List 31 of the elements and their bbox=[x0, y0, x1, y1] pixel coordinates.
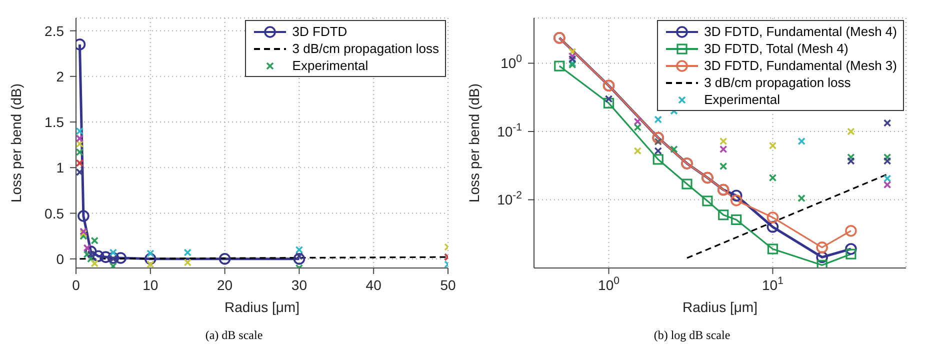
legend-label: 3 dB/cm propagation loss bbox=[704, 75, 851, 90]
x-tick-label: 50 bbox=[440, 277, 456, 293]
legend-label: 3D FDTD, Fundamental (Mesh 4) bbox=[704, 24, 897, 39]
y-tick-label: 0 bbox=[56, 250, 64, 267]
x-tick-label: 20 bbox=[217, 277, 233, 293]
x-tick-label: 30 bbox=[291, 277, 308, 293]
text: (a) dB scale bbox=[204, 328, 264, 343]
y-axis-title: Loss per bend (dB) bbox=[466, 83, 482, 203]
legend-label: Experimental bbox=[704, 92, 780, 107]
y-tick-label: 1.5 bbox=[44, 114, 64, 130]
y-tick-label: 10$^{-1}$ bbox=[497, 121, 522, 140]
y-tick-label: 2.5 bbox=[44, 22, 64, 39]
legend-label: 3D FDTD bbox=[292, 24, 348, 39]
legend-label: Experimental bbox=[292, 58, 368, 73]
x-tick-label: 0 bbox=[72, 277, 80, 293]
x-axis-title: Radius [μm] bbox=[682, 299, 758, 315]
y-tick-label: 2 bbox=[56, 68, 64, 84]
legend-label: 3D FDTD, Fundamental (Mesh 3) bbox=[704, 58, 897, 73]
x-tick-label: 10$^{0}$ bbox=[598, 275, 620, 293]
legend-label: 3 dB/cm propagation loss bbox=[292, 41, 439, 56]
legend-label: 3D FDTD, Total (Mesh 4) bbox=[704, 41, 848, 56]
x-tick-label: 10 bbox=[142, 277, 158, 293]
y-tick-label: 0.5 bbox=[44, 205, 64, 222]
y-axis-title: Loss per bend (dB) bbox=[8, 83, 24, 203]
x-tick-label: 40 bbox=[366, 277, 382, 293]
x-axis-title: Radius [μm] bbox=[224, 299, 300, 315]
y-tick-label: 10$^{0}$ bbox=[500, 53, 522, 72]
y-tick-label: 10$^{-2}$ bbox=[497, 190, 522, 208]
y-tick-label: 1 bbox=[56, 160, 64, 176]
x-tick-label: 10$^{1}$ bbox=[762, 275, 784, 293]
text: (b) log dB scale bbox=[652, 328, 732, 343]
